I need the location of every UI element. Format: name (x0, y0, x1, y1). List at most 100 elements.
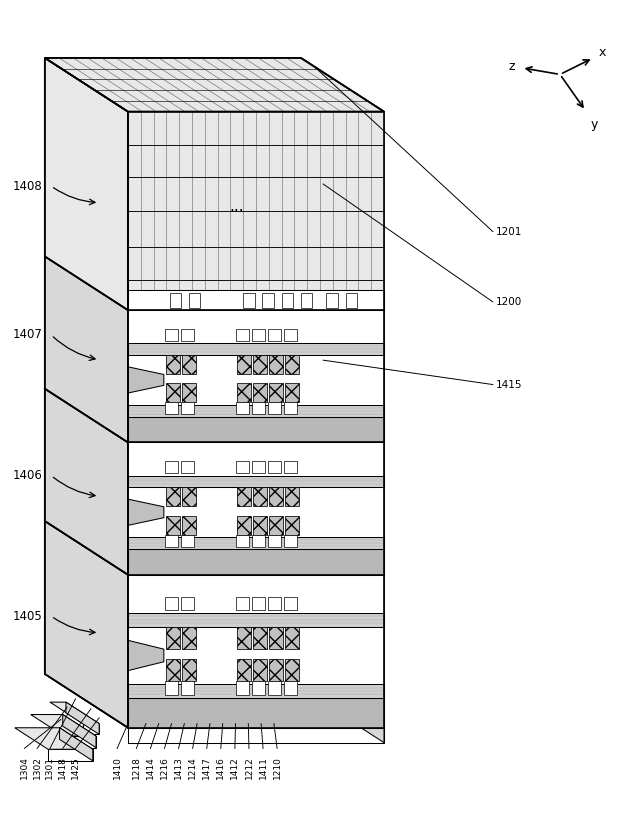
Text: 1413: 1413 (174, 756, 183, 779)
Polygon shape (83, 724, 99, 734)
Text: 1302: 1302 (33, 756, 42, 779)
Bar (269, 627, 283, 648)
Text: 1411: 1411 (259, 756, 268, 779)
Polygon shape (128, 684, 384, 698)
Bar (182, 516, 196, 534)
Bar (243, 293, 255, 308)
Text: x: x (598, 46, 606, 60)
Bar (236, 596, 249, 610)
Bar (181, 329, 194, 341)
Text: 1301: 1301 (45, 756, 54, 779)
Polygon shape (128, 442, 384, 476)
Polygon shape (15, 728, 93, 749)
Text: 1200: 1200 (496, 297, 522, 307)
Bar (165, 596, 178, 610)
Bar (269, 355, 283, 374)
Bar (181, 403, 194, 414)
Bar (165, 461, 178, 473)
Bar (166, 659, 180, 681)
Polygon shape (128, 310, 384, 343)
Bar (182, 355, 196, 374)
Text: 1210: 1210 (273, 756, 282, 779)
Polygon shape (128, 355, 384, 404)
Bar (253, 516, 267, 534)
Polygon shape (301, 674, 384, 743)
Polygon shape (128, 575, 384, 613)
Bar (253, 384, 267, 402)
Polygon shape (63, 715, 96, 748)
Polygon shape (301, 58, 384, 728)
Polygon shape (128, 698, 384, 728)
Polygon shape (128, 367, 164, 393)
Bar (236, 461, 249, 473)
Polygon shape (128, 640, 164, 671)
Bar (252, 461, 265, 473)
Polygon shape (128, 290, 384, 310)
Bar (268, 461, 281, 473)
Polygon shape (45, 256, 128, 442)
Bar (252, 681, 265, 696)
Bar (181, 596, 194, 610)
Bar (284, 329, 297, 341)
Text: 1414: 1414 (146, 756, 155, 779)
Bar (253, 487, 267, 506)
Polygon shape (128, 404, 384, 417)
Bar (269, 659, 283, 681)
Bar (282, 293, 293, 308)
Bar (252, 596, 265, 610)
Bar (268, 535, 281, 547)
Bar (236, 329, 249, 341)
Text: 1212: 1212 (244, 756, 253, 779)
Bar (237, 384, 251, 402)
Text: y: y (591, 118, 598, 131)
Bar (182, 627, 196, 648)
Bar (236, 681, 249, 696)
Bar (268, 681, 281, 696)
Bar (252, 535, 265, 547)
Bar (269, 487, 283, 506)
Bar (326, 293, 338, 308)
Polygon shape (64, 736, 96, 748)
Bar (252, 329, 265, 341)
Polygon shape (128, 487, 384, 537)
Polygon shape (60, 728, 93, 761)
Bar (269, 384, 283, 402)
Bar (284, 596, 297, 610)
Bar (165, 681, 178, 696)
Bar (346, 293, 357, 308)
Bar (284, 681, 297, 696)
Bar (166, 627, 180, 648)
Bar (237, 516, 251, 534)
Text: 1218: 1218 (132, 756, 141, 779)
Bar (301, 293, 312, 308)
Bar (237, 487, 251, 506)
Polygon shape (66, 702, 99, 734)
Bar (285, 384, 299, 402)
Text: 1418: 1418 (58, 756, 67, 779)
Bar (189, 293, 200, 308)
Polygon shape (128, 476, 384, 487)
Bar (182, 659, 196, 681)
Bar (166, 384, 180, 402)
Bar (285, 516, 299, 534)
Bar (182, 487, 196, 506)
Text: 1425: 1425 (71, 756, 80, 779)
Bar (252, 403, 265, 414)
Polygon shape (50, 702, 99, 724)
Text: z: z (508, 60, 515, 73)
Text: 1410: 1410 (113, 756, 122, 779)
Bar (268, 403, 281, 414)
Bar (237, 659, 251, 681)
Bar (253, 627, 267, 648)
Bar (182, 384, 196, 402)
Polygon shape (128, 613, 384, 627)
Text: 1405: 1405 (13, 609, 43, 623)
Bar (285, 659, 299, 681)
Bar (253, 355, 267, 374)
Bar (237, 627, 251, 648)
Polygon shape (128, 728, 384, 743)
Text: 1407: 1407 (13, 328, 43, 342)
Bar (181, 461, 194, 473)
Polygon shape (45, 58, 128, 310)
Text: 1416: 1416 (216, 756, 225, 779)
